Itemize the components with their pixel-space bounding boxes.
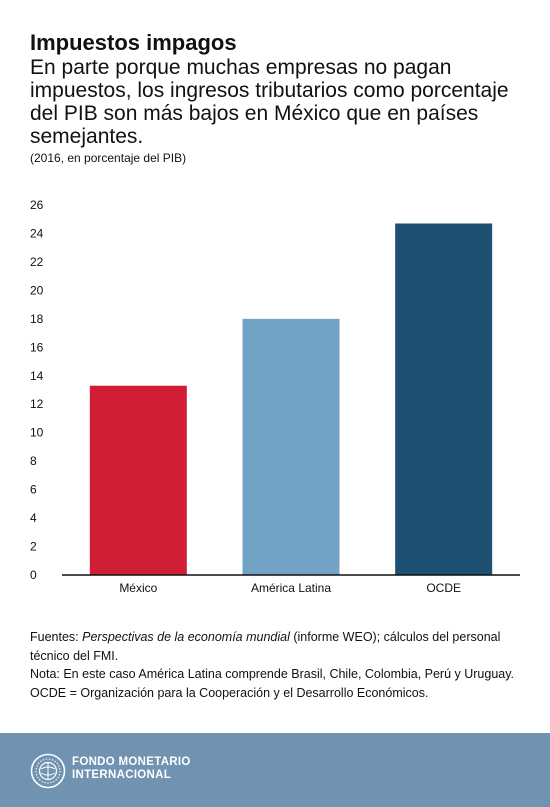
y-tick-label: 12 bbox=[30, 397, 44, 411]
footer-bar: FONDO MONETARIO INTERNACIONAL bbox=[0, 733, 550, 807]
units-label: (2016, en porcentaje del PIB) bbox=[30, 151, 187, 165]
x-tick-label: OCDE bbox=[426, 581, 461, 595]
y-tick-label: 26 bbox=[30, 198, 44, 212]
y-tick-label: 8 bbox=[30, 454, 37, 468]
sources-publication: Perspectivas de la economía mundial bbox=[82, 630, 290, 644]
x-axis: México América Latina OCDE bbox=[119, 581, 461, 595]
y-tick-label: 14 bbox=[30, 369, 44, 383]
bars bbox=[89, 223, 493, 575]
y-tick-label: 24 bbox=[30, 226, 44, 240]
x-tick-label: América Latina bbox=[251, 581, 331, 595]
sources-rest: (informe WEO); cálculos del personal téc… bbox=[30, 630, 501, 663]
organization-name: FONDO MONETARIO INTERNACIONAL bbox=[72, 756, 191, 782]
y-tick-label: 10 bbox=[30, 426, 44, 440]
y-tick-label: 6 bbox=[30, 483, 37, 497]
y-tick-label: 20 bbox=[30, 283, 44, 297]
definition-note: Nota: En este caso América Latina compre… bbox=[30, 667, 515, 700]
organization-name-line2: INTERNACIONAL bbox=[72, 769, 172, 781]
y-tick-label: 0 bbox=[30, 568, 37, 582]
y-tick-label: 16 bbox=[30, 340, 44, 354]
x-tick-label: México bbox=[119, 581, 157, 595]
bar bbox=[242, 318, 340, 575]
chart-title: Impuestos impagos bbox=[30, 30, 237, 55]
y-tick-label: 2 bbox=[30, 540, 37, 554]
sources-label: Fuentes: bbox=[30, 630, 83, 644]
notes: Fuentes: Perspectivas de la economía mun… bbox=[30, 628, 530, 702]
bar bbox=[395, 223, 493, 575]
imf-seal-icon bbox=[30, 753, 66, 789]
chart-subtitle: En parte porque muchas empresas no pagan… bbox=[30, 56, 509, 148]
y-tick-label: 4 bbox=[30, 511, 37, 525]
organization-name-line1: FONDO MONETARIO bbox=[72, 756, 191, 768]
sources-note: Fuentes: Perspectivas de la economía mun… bbox=[30, 628, 530, 665]
bar bbox=[89, 385, 187, 575]
y-tick-label: 22 bbox=[30, 255, 44, 269]
y-tick-label: 18 bbox=[30, 312, 44, 326]
